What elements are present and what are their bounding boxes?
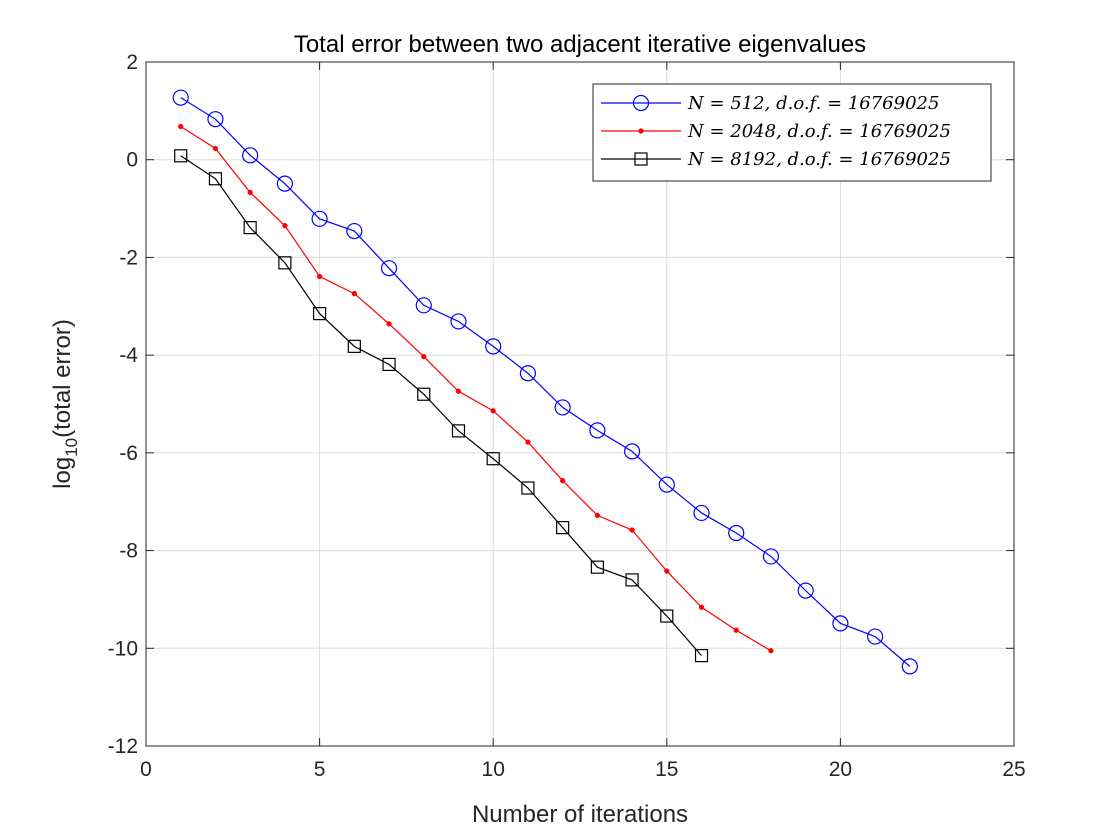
series-1-point bbox=[172, 89, 189, 106]
series-2-point bbox=[733, 627, 739, 633]
series-2-point bbox=[247, 189, 253, 196]
series-2-point bbox=[178, 123, 184, 130]
series-1-point bbox=[346, 222, 363, 240]
series-1-point bbox=[658, 476, 675, 493]
series-3-point bbox=[417, 387, 431, 401]
x-axis-title: Number of iterations bbox=[472, 801, 688, 828]
x-tick-label: 20 bbox=[829, 758, 852, 781]
series-1-point bbox=[623, 443, 641, 460]
series-2-point bbox=[698, 604, 705, 610]
series-1-point bbox=[797, 582, 814, 599]
series-1-point bbox=[450, 313, 467, 330]
y-tick-label: -12 bbox=[108, 735, 138, 758]
series-2-point bbox=[316, 273, 323, 280]
series-1-point bbox=[207, 111, 224, 128]
series-3-point bbox=[486, 452, 500, 466]
series-2-point bbox=[525, 439, 531, 445]
series-1-point bbox=[554, 399, 571, 416]
legend-marker bbox=[638, 128, 644, 134]
series-3-point bbox=[278, 256, 292, 270]
series-layer bbox=[172, 89, 918, 675]
series-1-point bbox=[867, 628, 884, 645]
series-3-point bbox=[208, 172, 223, 186]
legend-label: N = 512, d.o.f. = 16769025 bbox=[687, 93, 939, 114]
legend-label: N = 8192, d.o.f. = 16769025 bbox=[687, 149, 951, 170]
series-1-point bbox=[311, 210, 328, 227]
series-3-point bbox=[694, 649, 709, 663]
legend-marker bbox=[632, 94, 650, 112]
y-tick-label: 0 bbox=[126, 149, 138, 172]
series-3-point bbox=[556, 521, 570, 535]
series-2-point bbox=[282, 223, 288, 229]
series-2-point bbox=[386, 321, 392, 327]
legend-entry-1: N = 512, d.o.f. = 16769025 bbox=[601, 93, 939, 114]
series-1-point bbox=[589, 422, 606, 439]
series-1-point bbox=[242, 147, 259, 164]
series-2-point bbox=[629, 527, 635, 533]
series-2-point bbox=[490, 408, 496, 414]
series-3-line bbox=[180, 155, 702, 657]
series-3-point bbox=[451, 424, 466, 438]
y-axis-title-subscript: 10 bbox=[62, 438, 81, 457]
series-1-point bbox=[832, 615, 849, 632]
series-3-point bbox=[243, 221, 257, 235]
series-2-point bbox=[664, 568, 670, 574]
y-tick-label: -8 bbox=[119, 540, 138, 563]
series-1-point bbox=[485, 338, 502, 355]
series-1-point bbox=[693, 504, 710, 522]
series-1-point bbox=[901, 658, 918, 675]
y-tick-label: 2 bbox=[126, 51, 138, 74]
series-1-point bbox=[276, 175, 293, 192]
series-2-point bbox=[559, 478, 566, 484]
series-3-point bbox=[382, 357, 396, 372]
series-1 bbox=[172, 89, 918, 675]
y-tick-label: -4 bbox=[119, 344, 138, 367]
series-1-point bbox=[380, 260, 398, 277]
series-3-point bbox=[521, 481, 535, 495]
series-1-line bbox=[180, 97, 911, 667]
x-tick-label: 10 bbox=[482, 758, 505, 781]
series-3-point bbox=[660, 609, 674, 623]
series-3-point bbox=[590, 560, 604, 574]
series-2-line bbox=[180, 125, 772, 652]
series-3 bbox=[174, 149, 709, 663]
series-2-point bbox=[421, 353, 427, 360]
x-tick-label: 5 bbox=[314, 758, 326, 781]
series-1-point bbox=[415, 297, 432, 314]
series-2-point bbox=[594, 512, 601, 519]
series-2 bbox=[178, 123, 774, 654]
legend-marker bbox=[634, 152, 648, 166]
y-tick-label: -6 bbox=[119, 442, 138, 465]
legend-entry-3: N = 8192, d.o.f. = 16769025 bbox=[601, 149, 951, 170]
series-1-point bbox=[728, 524, 745, 542]
series-3-point bbox=[174, 149, 188, 163]
series-2-point bbox=[351, 290, 357, 297]
y-tick-label: -10 bbox=[108, 637, 138, 660]
series-3-point bbox=[313, 307, 327, 321]
series-3-point bbox=[625, 573, 639, 587]
legend-entry-2: N = 2048, d.o.f. = 16769025 bbox=[601, 121, 951, 142]
series-3-point bbox=[347, 339, 361, 353]
series-2-point bbox=[768, 648, 774, 654]
x-tick-label: 0 bbox=[140, 758, 152, 781]
series-1-point bbox=[762, 548, 780, 565]
y-axis-title: log10(total error) bbox=[49, 319, 81, 489]
legend-box bbox=[592, 83, 992, 182]
y-tick-label: -2 bbox=[119, 246, 138, 269]
series-2-point bbox=[455, 388, 462, 394]
x-tick-label: 25 bbox=[1002, 758, 1025, 781]
plot-frame bbox=[145, 61, 1015, 747]
ticks: 0 5 10 15 20 25 -12 -10 -8 -6 -4 -2 0 2 bbox=[108, 51, 1026, 781]
legend: N = 512, d.o.f. = 16769025 N = 2048, d.o.… bbox=[592, 83, 992, 182]
chart-title: Total error between two adjacent iterati… bbox=[294, 31, 866, 58]
series-1-point bbox=[519, 365, 537, 382]
series-2-point bbox=[212, 145, 219, 152]
y-axis-title-rest: (total error) bbox=[49, 319, 76, 438]
legend-label: N = 2048, d.o.f. = 16769025 bbox=[687, 121, 951, 142]
x-tick-label: 15 bbox=[655, 758, 678, 781]
y-axis-title-main: log bbox=[49, 457, 76, 489]
